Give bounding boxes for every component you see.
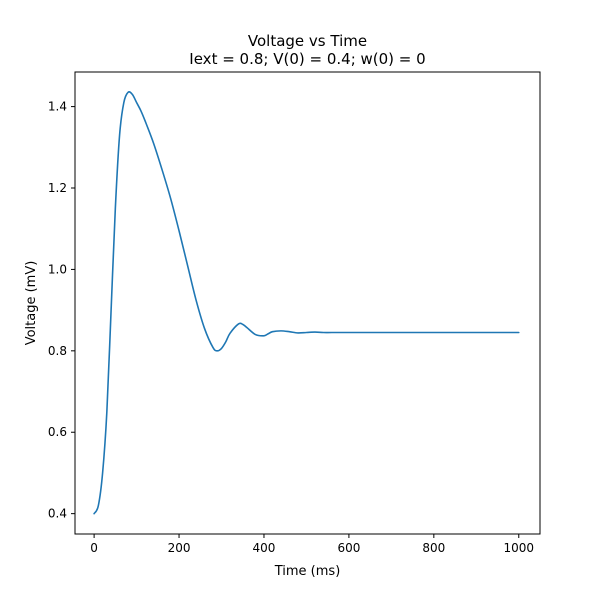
y-axis-ticks: 0.4 0.6 0.8 1.0 1.2 1.4 [48,100,75,521]
x-tick-label: 400 [253,541,276,555]
x-tick-label: 1000 [503,541,534,555]
y-tick-label: 1.4 [48,100,67,114]
x-tick-label: 0 [90,541,98,555]
y-tick-label: 0.4 [48,507,67,521]
y-tick-label: 1.0 [48,262,67,276]
x-tick-label: 200 [168,541,191,555]
x-tick-label: 800 [422,541,445,555]
y-tick-label: 0.6 [48,425,67,439]
plot-frame [74,71,541,535]
x-axis-label: Time (ms) [274,564,341,579]
voltage-line [93,91,520,515]
chart-subtitle: Iext = 0.8; V(0) = 0.4; w(0) = 0 [189,50,425,68]
y-tick-label: 1.2 [48,181,67,195]
y-tick-label: 0.8 [48,344,67,358]
x-tick-label: 600 [337,541,360,555]
y-axis-label: Voltage (mV) [24,261,39,346]
chart-title: Voltage vs Time [248,32,367,50]
x-axis-ticks: 0 200 400 600 800 1000 [90,534,534,555]
